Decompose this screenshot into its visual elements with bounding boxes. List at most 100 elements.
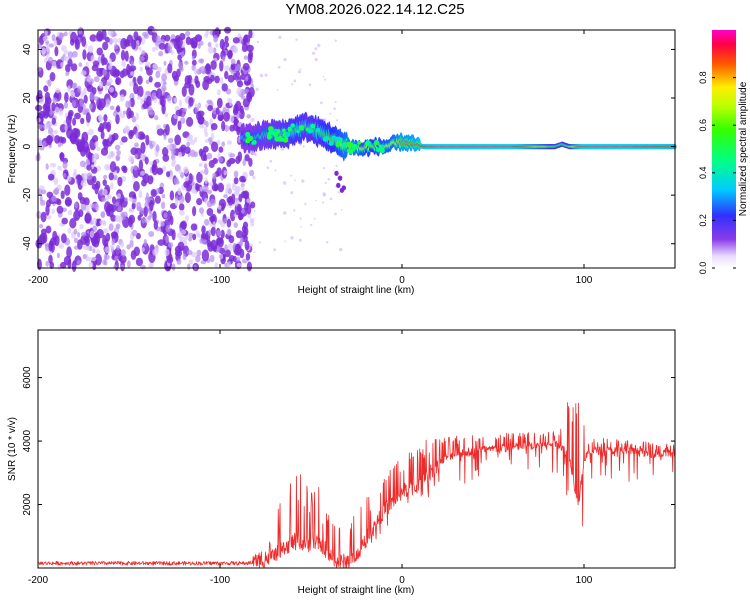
noise-speckle: [184, 146, 191, 154]
noise-speckle: [162, 87, 166, 96]
noise-speckle: [79, 98, 84, 107]
noise-speckle: [186, 116, 194, 127]
noise-speckle: [46, 215, 52, 220]
noise-speckle: [213, 47, 217, 54]
noise-speckle: [71, 260, 77, 273]
noise-speckle: [102, 121, 108, 129]
noise-speckle: [126, 244, 131, 250]
noise-speckle: [92, 248, 96, 254]
noise-speckle: [82, 253, 87, 260]
noise-speckle: [213, 34, 219, 43]
noise-speckle: [218, 253, 224, 260]
noise-speckle: [77, 232, 81, 238]
noise-speckle: [120, 113, 126, 119]
noise-speckle: [188, 237, 193, 242]
noise-speckle: [137, 85, 144, 98]
noise-speckle: [220, 202, 225, 212]
noise-speckle: [146, 67, 153, 76]
noise-speckle: [162, 165, 167, 172]
noise-speckle: [159, 95, 164, 106]
noise-speckle: [293, 79, 297, 83]
noise-speckle: [184, 60, 189, 65]
noise-speckle: [49, 110, 53, 116]
noise-speckle: [117, 176, 123, 187]
noise-speckle: [145, 90, 151, 96]
noise-speckle: [184, 96, 190, 103]
noise-speckle: [290, 191, 294, 195]
noise-speckle: [245, 252, 251, 261]
noise-speckle: [202, 185, 209, 192]
noise-speckle: [294, 179, 297, 182]
noise-speckle: [236, 262, 242, 268]
noise-speckle: [278, 35, 282, 39]
noise-speckle: [78, 62, 83, 67]
noise-speckle: [131, 229, 138, 237]
noise-speckle: [140, 264, 146, 270]
noise-speckle: [88, 245, 93, 252]
noise-speckle: [317, 43, 321, 48]
noise-speckle: [80, 90, 84, 99]
noise-speckle: [64, 92, 69, 103]
noise-speckle: [177, 54, 182, 61]
noise-speckle: [210, 74, 215, 82]
noise-speckle: [140, 152, 145, 161]
noise-speckle: [167, 242, 174, 248]
noise-speckle: [327, 178, 331, 181]
noise-speckle: [178, 199, 183, 205]
noise-speckle: [136, 201, 142, 210]
noise-speckle: [163, 132, 167, 140]
noise-speckle: [36, 117, 41, 123]
noise-speckle: [226, 261, 231, 268]
noise-speckle: [205, 120, 209, 128]
noise-speckle: [134, 142, 139, 148]
noise-speckle: [177, 241, 185, 252]
noise-speckle: [182, 253, 187, 261]
noise-speckle: [73, 228, 78, 235]
noise-speckle: [82, 49, 87, 60]
noise-speckle: [174, 198, 179, 207]
noise-speckle: [189, 139, 196, 145]
noise-speckle: [246, 91, 253, 103]
noise-speckle: [114, 69, 121, 77]
colorbar-ticks: 0.0 0.2 0.4 0.6 0.8: [698, 71, 736, 274]
noise-speckle: [242, 258, 248, 264]
noise-speckle: [236, 256, 240, 262]
noise-speckle: [184, 192, 191, 204]
noise-speckle: [128, 155, 134, 163]
noise-speckle: [226, 140, 233, 145]
noise-speckle: [185, 36, 192, 45]
x-tick-label: -100: [210, 575, 230, 586]
noise-speckle: [186, 136, 192, 142]
signal-blob: [268, 129, 274, 135]
noise-speckle: [206, 152, 213, 160]
noise-speckle: [273, 248, 277, 252]
noise-speckle: [259, 73, 264, 78]
noise-speckle: [44, 29, 48, 37]
noise-speckle: [192, 206, 197, 217]
noise-speckle: [61, 233, 67, 244]
noise-speckle: [166, 171, 171, 178]
signal-blob: [337, 175, 343, 181]
noise-speckle: [173, 75, 180, 82]
noise-speckle: [61, 45, 67, 52]
noise-speckle: [77, 144, 85, 153]
noise-speckle: [241, 185, 245, 192]
noise-speckle: [184, 75, 191, 85]
noise-speckle: [86, 164, 92, 171]
noise-speckle: [224, 70, 229, 80]
noise-speckle: [290, 236, 294, 240]
noise-speckle: [141, 179, 147, 187]
noise-speckle: [204, 132, 209, 137]
spectrogram-y-label: Frequency (Hz): [7, 115, 18, 184]
signal-blob: [296, 129, 300, 134]
noise-speckle: [138, 159, 144, 172]
noise-speckle: [52, 97, 58, 103]
noise-speckle: [111, 238, 116, 246]
noise-speckle: [141, 217, 146, 224]
noise-speckle: [58, 243, 64, 249]
noise-speckle: [45, 135, 54, 144]
noise-speckle: [108, 134, 112, 142]
noise-speckle: [169, 215, 174, 226]
noise-speckle: [39, 195, 43, 202]
noise-speckle: [322, 192, 326, 196]
